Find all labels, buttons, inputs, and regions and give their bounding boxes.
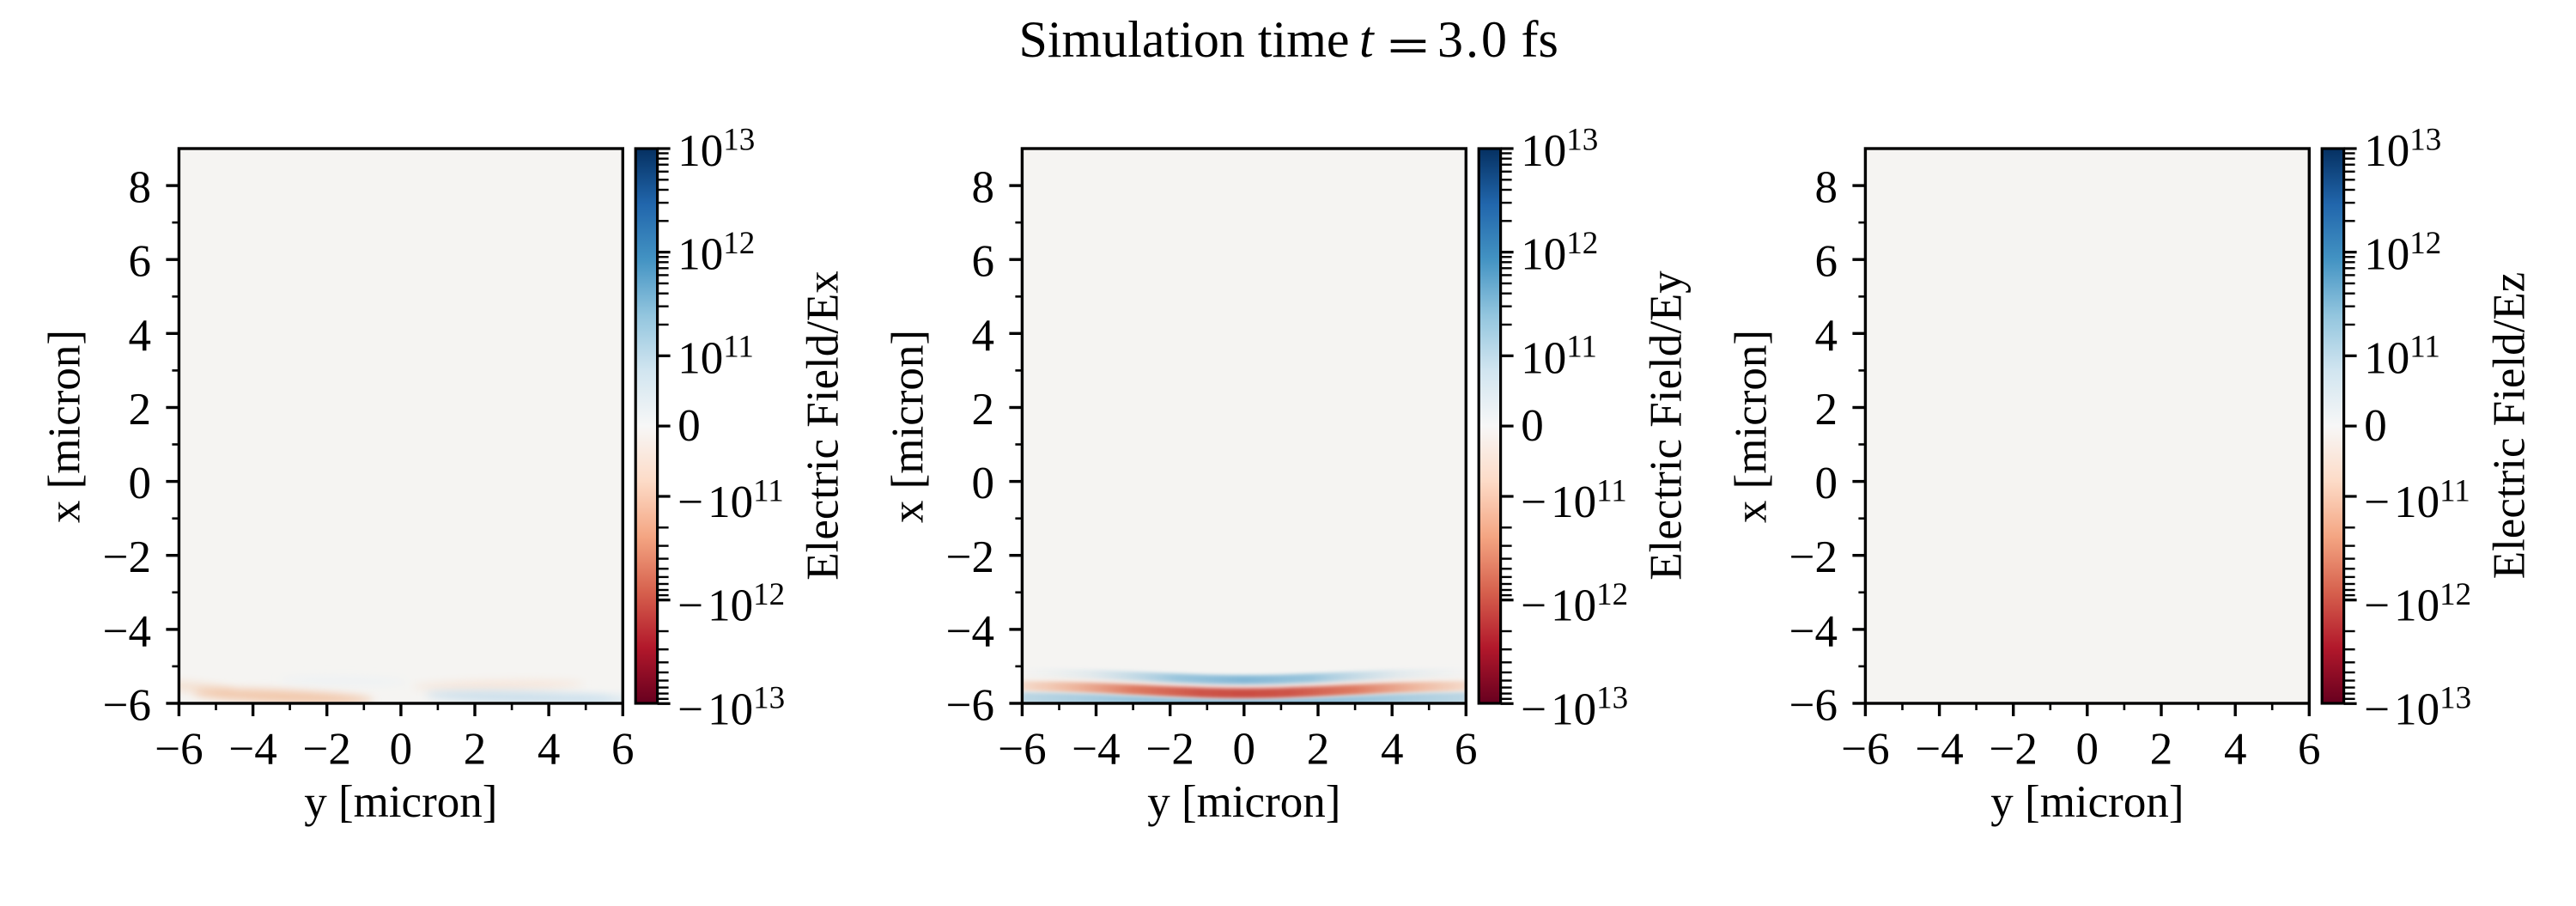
svg-text:−4: −4	[103, 606, 151, 656]
svg-text:2: 2	[129, 385, 152, 435]
svg-text:6: 6	[972, 237, 995, 287]
svg-text:−4: −4	[1915, 725, 1963, 775]
svg-text:−2: −2	[946, 532, 994, 582]
svg-text:−2: −2	[303, 725, 351, 775]
svg-text:0: 0	[2364, 401, 2387, 451]
svg-text:−2: −2	[1990, 725, 2038, 775]
svg-text:1011: 1011	[677, 330, 754, 384]
svg-text:0: 0	[1521, 401, 1544, 451]
svg-text:fs: fs	[1522, 11, 1558, 68]
svg-text:−6: −6	[1789, 681, 1838, 731]
svg-text:1012: 1012	[677, 226, 755, 280]
svg-text:0: 0	[390, 725, 413, 775]
svg-text:4: 4	[972, 311, 995, 361]
svg-text:y [micron]: y [micron]	[304, 777, 497, 827]
svg-text:4: 4	[129, 311, 152, 361]
svg-text:x [micron]: x [micron]	[883, 330, 933, 523]
svg-text:0: 0	[972, 459, 995, 508]
svg-text:8: 8	[129, 163, 152, 213]
svg-text:2: 2	[464, 725, 487, 775]
svg-text:0: 0	[1233, 725, 1256, 775]
svg-text:6: 6	[2298, 725, 2321, 775]
svg-text:−6: −6	[998, 725, 1046, 775]
svg-text:4: 4	[1815, 311, 1838, 361]
svg-text:−2: −2	[1146, 725, 1194, 775]
svg-text:y [micron]: y [micron]	[1990, 777, 2184, 827]
svg-text:−2: −2	[103, 532, 151, 582]
svg-text:6: 6	[1455, 725, 1478, 775]
svg-text:2: 2	[1815, 385, 1838, 435]
svg-text:2: 2	[2150, 725, 2173, 775]
svg-text:−6: −6	[946, 681, 994, 731]
svg-text:x [micron]: x [micron]	[39, 330, 89, 523]
svg-text:1012: 1012	[2364, 226, 2441, 280]
svg-text:−1011: −1011	[677, 473, 784, 527]
svg-text:−1013: −1013	[2364, 681, 2471, 735]
svg-text:−6: −6	[103, 681, 151, 731]
svg-text:0: 0	[677, 401, 701, 451]
svg-text:4: 4	[1381, 725, 1404, 775]
svg-text:t: t	[1359, 11, 1375, 68]
svg-text:6: 6	[129, 237, 152, 287]
svg-text:0: 0	[2076, 725, 2099, 775]
svg-text:x [micron]: x [micron]	[1726, 330, 1776, 523]
svg-text:8: 8	[972, 163, 995, 213]
svg-text:−4: −4	[1789, 606, 1838, 656]
svg-text:Electric Field/Ex: Electric Field/Ex	[799, 271, 848, 581]
svg-text:Electric Field/Ez: Electric Field/Ez	[2485, 272, 2535, 580]
svg-text:6: 6	[611, 725, 635, 775]
svg-text:−2: −2	[1789, 532, 1838, 582]
svg-text:−4: −4	[228, 725, 276, 775]
svg-text:6: 6	[1815, 237, 1838, 287]
svg-text:y [micron]: y [micron]	[1147, 777, 1340, 827]
svg-text:−6: −6	[155, 725, 203, 775]
svg-text:Electric Field/Ey: Electric Field/Ey	[1642, 271, 1692, 581]
svg-text:4: 4	[538, 725, 561, 775]
svg-text:−4: −4	[1072, 725, 1120, 775]
svg-text:−4: −4	[946, 606, 994, 656]
svg-text:2: 2	[1307, 725, 1330, 775]
svg-text:3.0: 3.0	[1437, 11, 1510, 68]
svg-text:0: 0	[1815, 459, 1838, 508]
svg-text:Simulation time: Simulation time	[1019, 11, 1350, 68]
svg-text:2: 2	[972, 385, 995, 435]
svg-text:8: 8	[1815, 163, 1838, 213]
svg-text:4: 4	[2224, 725, 2247, 775]
svg-text:−6: −6	[1841, 725, 1889, 775]
svg-text:1011: 1011	[2364, 330, 2440, 384]
svg-text:−1013: −1013	[677, 681, 785, 735]
svg-text:0: 0	[129, 459, 152, 508]
